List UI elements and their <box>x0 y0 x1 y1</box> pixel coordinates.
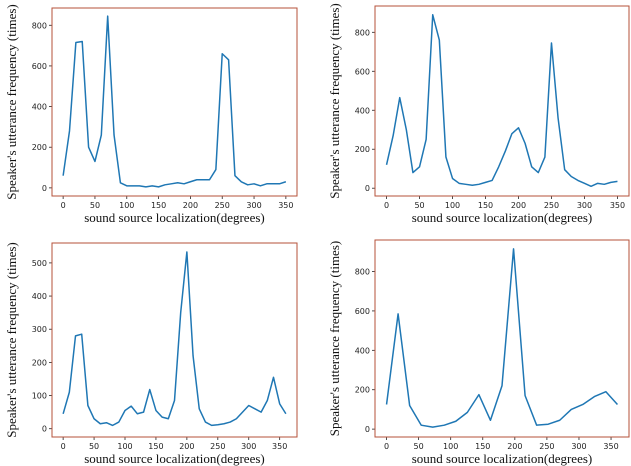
x-tick-label: 350 <box>610 201 625 210</box>
x-axis-label: sound source localization(degrees) <box>412 451 592 466</box>
x-tick-label: 50 <box>414 201 424 210</box>
y-tick-label: 0 <box>42 425 47 434</box>
x-tick-label: 0 <box>61 201 66 210</box>
x-axis-label: sound source localization(degrees) <box>412 210 592 225</box>
x-axis-label: sound source localization(degrees) <box>84 210 264 225</box>
x-tick-label: 300 <box>246 201 261 210</box>
y-tick-label: 100 <box>32 392 47 401</box>
data-line <box>62 251 287 427</box>
x-tick-label: 250 <box>215 201 230 210</box>
x-tick-label: 200 <box>507 442 522 451</box>
x-tick-label: 0 <box>384 442 389 451</box>
y-tick-label: 400 <box>355 346 370 355</box>
axes-frame <box>374 239 630 438</box>
x-tick-label: 350 <box>603 442 618 451</box>
x-tick-label: 200 <box>183 201 198 210</box>
x-tick-label: 200 <box>179 442 194 451</box>
y-tick-label: 200 <box>355 145 370 154</box>
x-tick-label: 300 <box>571 442 586 451</box>
y-tick-label: 500 <box>32 259 47 268</box>
x-tick-label: 250 <box>210 442 225 451</box>
x-tick-label: 50 <box>90 201 100 210</box>
x-tick-label: 150 <box>478 201 493 210</box>
x-tick-label: 300 <box>577 201 592 210</box>
x-tick-label: 150 <box>151 201 166 210</box>
y-tick-label: 0 <box>42 184 47 193</box>
y-tick-label: 400 <box>32 103 47 112</box>
y-tick-label: 800 <box>355 28 370 37</box>
x-tick-label: 100 <box>117 442 132 451</box>
y-tick-label: 600 <box>32 62 47 71</box>
x-tick-label: 200 <box>511 201 526 210</box>
y-tick-label: 300 <box>32 325 47 334</box>
y-tick-label: 800 <box>32 21 47 30</box>
x-tick-label: 350 <box>272 442 287 451</box>
x-tick-label: 100 <box>445 201 460 210</box>
data-line <box>385 14 618 188</box>
data-line <box>62 15 287 188</box>
data-line <box>385 248 619 428</box>
x-tick-label: 150 <box>148 442 163 451</box>
y-tick-label: 0 <box>365 425 370 434</box>
y-axis-label: Speaker's utterance frequency (times) <box>4 4 19 199</box>
y-tick-label: 400 <box>355 106 370 115</box>
y-tick-label: 800 <box>355 268 370 277</box>
y-tick-label: 200 <box>32 358 47 367</box>
x-tick-label: 50 <box>414 442 424 451</box>
x-tick-label: 0 <box>61 442 66 451</box>
y-tick-label: 600 <box>355 67 370 76</box>
y-axis-label: Speaker's utterance frequency (times) <box>327 241 342 436</box>
y-axis-label: Speaker's utterance frequency (times) <box>4 242 19 437</box>
x-tick-label: 150 <box>475 442 490 451</box>
y-axis-label: Speaker's utterance frequency (times) <box>327 3 342 198</box>
y-tick-label: 600 <box>355 307 370 316</box>
x-tick-label: 250 <box>544 201 559 210</box>
y-tick-label: 400 <box>32 292 47 301</box>
axes-frame <box>374 5 630 197</box>
axes-frame <box>51 242 298 438</box>
y-tick-label: 200 <box>355 386 370 395</box>
x-tick-label: 50 <box>89 442 99 451</box>
y-tick-label: 200 <box>32 143 47 152</box>
x-tick-label: 300 <box>241 442 256 451</box>
axes-frame <box>51 7 298 197</box>
x-tick-label: 100 <box>119 201 134 210</box>
x-tick-label: 100 <box>443 442 458 451</box>
x-tick-label: 250 <box>539 442 554 451</box>
x-tick-label: 350 <box>278 201 293 210</box>
y-tick-label: 0 <box>365 184 370 193</box>
x-tick-label: 0 <box>384 201 389 210</box>
x-axis-label: sound source localization(degrees) <box>84 451 264 466</box>
